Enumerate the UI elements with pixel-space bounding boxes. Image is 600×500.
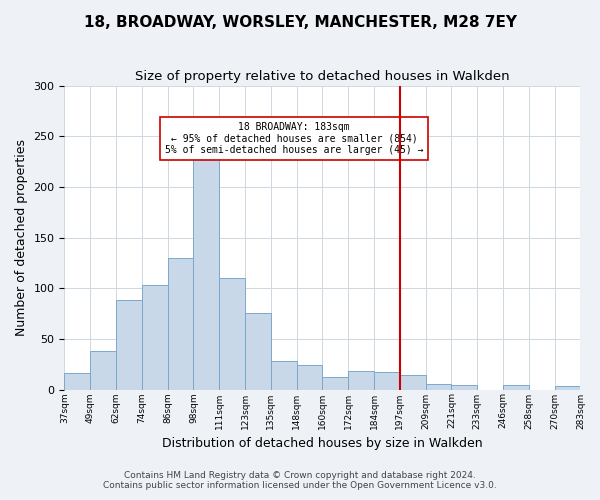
Title: Size of property relative to detached houses in Walkden: Size of property relative to detached ho… <box>135 70 510 83</box>
X-axis label: Distribution of detached houses by size in Walkden: Distribution of detached houses by size … <box>162 437 483 450</box>
Bar <box>400 376 425 390</box>
Bar <box>142 285 167 390</box>
Bar <box>271 361 296 390</box>
Bar <box>167 258 193 390</box>
Bar <box>503 386 529 390</box>
Bar <box>219 278 245 390</box>
Bar <box>193 150 219 390</box>
Bar <box>374 372 400 390</box>
Bar <box>64 374 90 390</box>
Bar <box>90 351 116 390</box>
Bar <box>245 312 271 390</box>
Bar <box>296 365 322 390</box>
Bar <box>116 300 142 390</box>
Bar <box>425 384 451 390</box>
Text: 18 BROADWAY: 183sqm
← 95% of detached houses are smaller (854)
5% of semi-detach: 18 BROADWAY: 183sqm ← 95% of detached ho… <box>165 122 424 155</box>
Text: 18, BROADWAY, WORSLEY, MANCHESTER, M28 7EY: 18, BROADWAY, WORSLEY, MANCHESTER, M28 7… <box>83 15 517 30</box>
Bar <box>348 372 374 390</box>
Bar <box>451 386 477 390</box>
Bar <box>554 386 580 390</box>
Bar <box>322 378 348 390</box>
Text: Contains HM Land Registry data © Crown copyright and database right 2024.
Contai: Contains HM Land Registry data © Crown c… <box>103 470 497 490</box>
Y-axis label: Number of detached properties: Number of detached properties <box>15 139 28 336</box>
